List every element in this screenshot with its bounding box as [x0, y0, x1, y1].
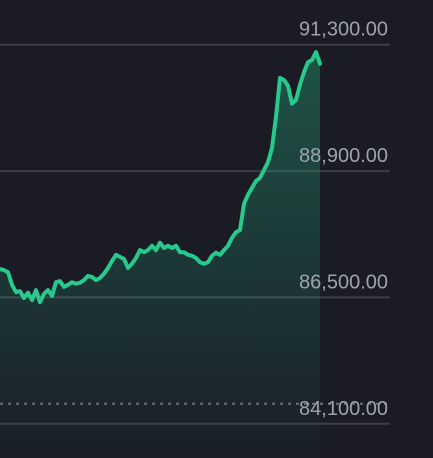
- y-tick-label: 91,300.00: [299, 19, 388, 41]
- y-tick-label: 88,900.00: [299, 145, 388, 167]
- y-tick-label: 84,100.00: [299, 398, 388, 420]
- y-tick-label: 86,500.00: [299, 271, 388, 293]
- price-area: [0, 52, 320, 458]
- price-line: [0, 50, 322, 305]
